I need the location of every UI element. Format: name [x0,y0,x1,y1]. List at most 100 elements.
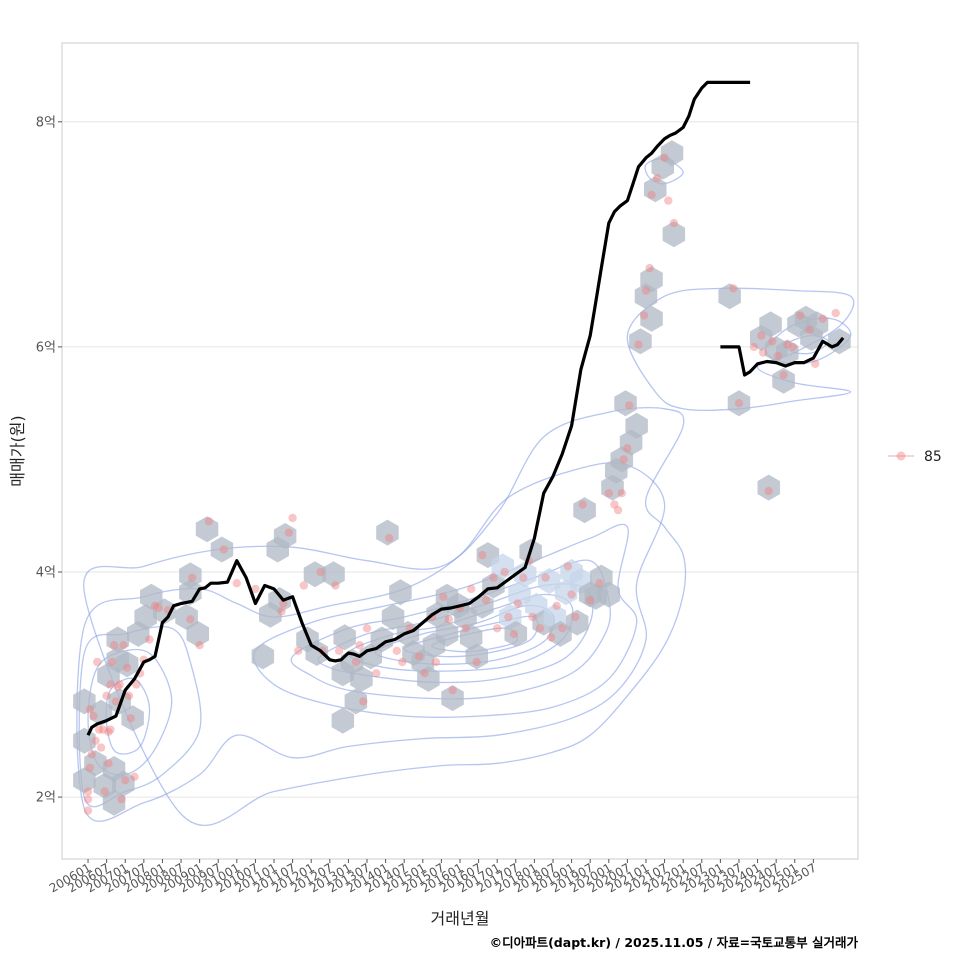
point-101 [623,444,632,453]
point-1 [83,795,93,804]
point-116 [758,348,768,357]
point-59 [385,534,394,543]
hexbin-34 [333,624,356,651]
point-93 [578,500,587,509]
hexbin-2 [73,767,96,794]
point-4 [85,705,95,714]
y-axis-title: 매매가(원) [8,415,27,486]
point-23 [117,795,126,804]
point-89 [558,624,567,633]
point-105 [641,286,651,295]
point-14 [104,759,113,768]
point-124 [805,325,814,335]
point-42 [232,579,241,588]
point-79 [504,612,513,622]
point-57 [362,624,372,633]
point-71 [461,624,470,633]
point-88 [552,601,561,610]
y-tick-label-3: 8억 [36,115,56,130]
point-28 [126,714,135,723]
hexbin-3 [84,750,107,777]
point-61 [398,657,407,667]
point-87 [546,633,556,642]
point-96 [604,489,613,498]
hexbin-16 [134,604,157,630]
point-125 [811,359,820,368]
point-120 [779,370,788,380]
point-118 [768,337,777,346]
point-103 [634,340,643,349]
hexbin-63 [504,620,528,647]
point-75 [481,595,491,605]
hexbin-28 [259,601,282,628]
point-111 [669,218,679,228]
point-84 [528,612,537,622]
point-3 [85,763,95,772]
scatter-points [83,153,840,815]
hexbin-19 [175,604,198,630]
point-69 [448,686,457,695]
hexbin-26 [273,523,297,549]
hexbin-layer [73,140,851,816]
point-81 [513,599,522,608]
point-123 [796,311,805,320]
point-26 [122,663,132,672]
hexbin-20 [179,579,202,606]
point-44 [277,607,286,616]
point-25 [121,776,130,785]
hexbin-61 [491,553,514,580]
legend: 85 [888,449,942,465]
point-37 [186,615,195,624]
hexbin-41 [370,626,394,653]
point-90 [563,562,573,571]
point-47 [288,513,297,523]
point-86 [541,573,550,582]
point-56 [359,697,368,706]
point-22 [115,680,124,689]
point-39 [195,641,204,650]
point-50 [316,567,325,577]
point-21 [113,682,123,691]
point-16 [106,725,115,734]
point-107 [647,190,656,200]
point-106 [645,263,654,273]
hexbin-32 [303,561,327,588]
point-58 [372,669,381,678]
point-67 [439,592,448,601]
point-126 [818,314,827,323]
point-7 [91,736,100,745]
x-axis-title: 거래년월 [431,909,490,928]
hexbin-14 [106,626,130,653]
point-45 [279,599,288,608]
point-113 [734,399,744,408]
hexbin-91 [644,176,667,203]
hexbin-96 [727,390,751,417]
point-24 [119,641,128,650]
hexbin-53 [441,685,464,712]
hexbin-105 [805,311,829,338]
hexbin-87 [629,328,652,355]
point-77 [493,624,502,633]
point-11 [98,725,108,734]
point-99 [617,489,626,498]
point-76 [489,573,498,582]
point-73 [472,657,481,667]
point-64 [420,669,429,678]
hexbin-94 [662,221,686,248]
point-19 [109,641,119,650]
point-29 [130,772,139,781]
contour-5 [253,523,638,718]
y-tick-label-2: 6억 [36,340,56,355]
point-114 [749,342,759,352]
point-30 [132,680,141,689]
hexbin-44 [389,579,412,606]
caption: ©디아파트(dapt.kr) / 2025.11.05 / 자료=국토교통부 실… [490,935,859,950]
hexbin-80 [597,581,620,608]
legend-label: 85 [924,449,942,465]
contour-13 [626,287,855,412]
point-27 [124,691,134,700]
point-52 [331,581,340,590]
point-2 [83,806,93,815]
point-127 [831,308,840,318]
point-10 [96,743,106,752]
